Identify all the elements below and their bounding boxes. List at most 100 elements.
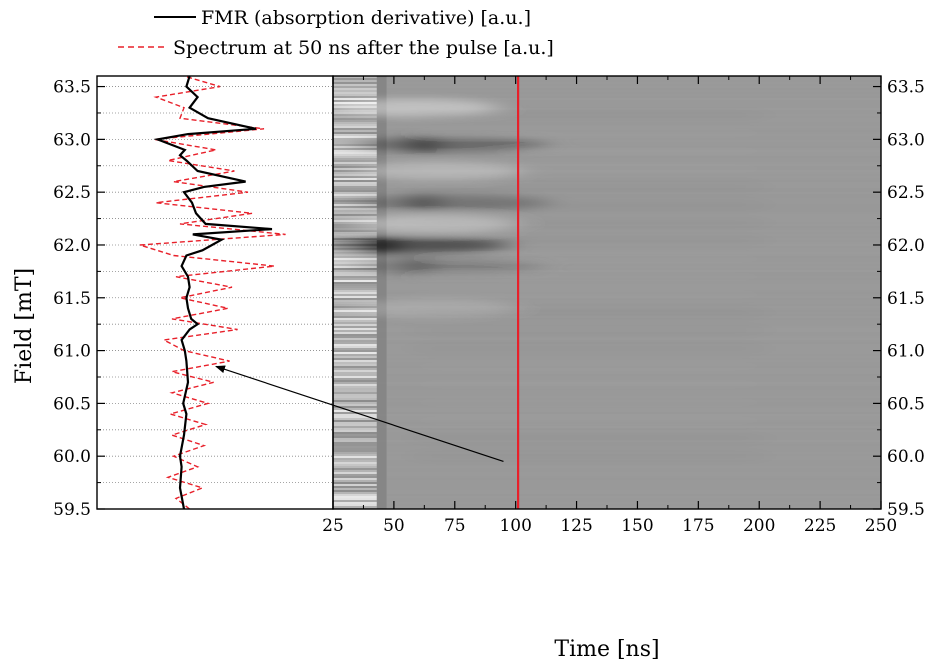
heatmap-dark-spot	[404, 257, 433, 276]
heatmap-row	[376, 430, 881, 432]
y-tick-label-right: 59.5	[887, 500, 925, 520]
heatmap-row-prepulse	[333, 206, 377, 208]
heatmap-row	[376, 396, 881, 398]
heatmap-row-prepulse	[333, 76, 377, 78]
heatmap-row-prepulse	[333, 432, 377, 434]
heatmap-row-prepulse	[333, 210, 377, 212]
heatmap-row-prepulse	[333, 472, 377, 474]
heatmap-row	[376, 104, 881, 106]
heatmap-row	[376, 488, 881, 490]
heatmap-row	[376, 410, 881, 412]
heatmap-row-prepulse	[333, 202, 377, 204]
legend-label-fmr: FMR (absorption derivative) [a.u.]	[201, 7, 531, 29]
heatmap-row-prepulse	[333, 124, 377, 126]
heatmap-row-prepulse	[333, 378, 377, 380]
heatmap-row-prepulse	[333, 402, 377, 404]
heatmap-row	[376, 358, 881, 360]
heatmap-row-prepulse	[333, 204, 377, 206]
heatmap-row	[376, 202, 881, 204]
heatmap-row-prepulse	[333, 462, 377, 464]
heatmap-row	[376, 416, 881, 418]
heatmap-row	[376, 172, 881, 174]
heatmap-row	[376, 134, 881, 136]
heatmap-row-prepulse	[333, 188, 377, 190]
heatmap-row	[376, 174, 881, 176]
heatmap-row-prepulse	[333, 260, 377, 262]
heatmap-row	[376, 490, 881, 492]
heatmap-row	[376, 386, 881, 388]
heatmap-row-prepulse	[333, 326, 377, 328]
heatmap-row-prepulse	[333, 176, 377, 178]
heatmap-row-prepulse	[333, 440, 377, 442]
heatmap-row	[376, 440, 881, 442]
heatmap-row-prepulse	[333, 492, 377, 494]
heatmap-row-prepulse	[333, 178, 377, 180]
y-tick-label-right: 62.5	[887, 183, 925, 203]
heatmap-row	[376, 100, 881, 102]
heatmap-row-prepulse	[333, 218, 377, 220]
heatmap-row	[376, 94, 881, 96]
heatmap-row	[376, 432, 881, 434]
heatmap-row-prepulse	[333, 414, 377, 416]
heatmap-row-prepulse	[333, 484, 377, 486]
heatmap-row	[376, 138, 881, 140]
heatmap-row	[376, 342, 881, 344]
heatmap-row	[376, 92, 881, 94]
heatmap-row	[376, 226, 881, 228]
heatmap-row-prepulse	[333, 272, 377, 274]
heatmap-faint-band	[418, 382, 760, 386]
heatmap-row-prepulse	[333, 334, 377, 336]
heatmap-row-prepulse	[333, 390, 377, 392]
heatmap-row-prepulse	[333, 438, 377, 440]
heatmap-row-prepulse	[333, 458, 377, 460]
heatmap-row	[376, 218, 881, 220]
heatmap-row-prepulse	[333, 436, 377, 438]
heatmap-row-prepulse	[333, 408, 377, 410]
heatmap-row-prepulse	[333, 180, 377, 182]
heatmap-row	[376, 424, 881, 426]
heatmap-row	[376, 176, 881, 178]
heatmap-row	[376, 404, 881, 406]
heatmap-row-prepulse	[333, 506, 377, 508]
heatmap-row-prepulse	[333, 138, 377, 140]
heatmap-row-prepulse	[333, 84, 377, 86]
heatmap-row	[376, 338, 881, 340]
heatmap-row	[376, 476, 881, 478]
heatmap-faint-band	[418, 275, 760, 279]
heatmap-row	[376, 328, 881, 330]
heatmap-row-prepulse	[333, 186, 377, 188]
heatmap-row-prepulse	[333, 320, 377, 322]
heatmap-row	[376, 502, 881, 504]
heatmap-row	[376, 106, 881, 108]
heatmap-row-prepulse	[333, 498, 377, 500]
heatmap-row-prepulse	[333, 444, 377, 446]
y-tick-label-right: 60.0	[887, 447, 925, 467]
heatmap-row	[376, 252, 881, 254]
heatmap-row-prepulse	[333, 228, 377, 230]
heatmap-dark-band	[350, 258, 545, 275]
heatmap-row	[376, 110, 881, 112]
heatmap-bright-band	[352, 162, 523, 181]
heatmap-row-prepulse	[333, 486, 377, 488]
heatmap-row	[376, 340, 881, 342]
x-tick-label: 200	[743, 516, 775, 536]
heatmap-row	[376, 224, 881, 226]
heatmap-row	[376, 498, 881, 500]
heatmap-row	[376, 190, 881, 192]
heatmap-row-prepulse	[333, 146, 377, 148]
heatmap-row	[376, 426, 881, 428]
heatmap-faint-band	[418, 329, 760, 333]
heatmap-faint-band	[418, 418, 760, 422]
heatmap-row	[376, 334, 881, 336]
heatmap-row-prepulse	[333, 396, 377, 398]
heatmap-row-prepulse	[333, 324, 377, 326]
heatmap-row-prepulse	[333, 406, 377, 408]
heatmap-row-prepulse	[333, 78, 377, 80]
heatmap-row	[376, 292, 881, 294]
heatmap-row	[376, 464, 881, 466]
heatmap-row	[376, 228, 881, 230]
heatmap-row	[376, 166, 881, 168]
heatmap-row	[376, 244, 881, 246]
heatmap-row	[376, 80, 881, 82]
heatmap-row-prepulse	[333, 426, 377, 428]
